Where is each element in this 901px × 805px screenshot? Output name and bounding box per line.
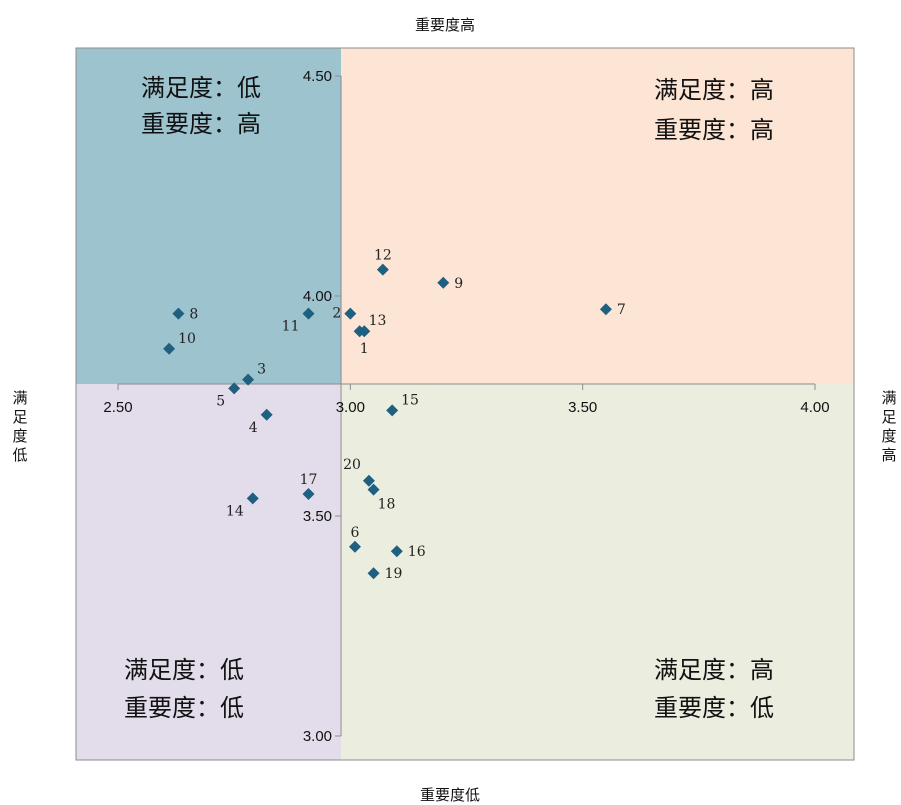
data-point-label: 15 — [401, 392, 419, 408]
y-tick-label: 3.50 — [303, 508, 332, 525]
data-point-label: 12 — [374, 248, 392, 264]
data-point-marker — [390, 545, 403, 558]
quadrant-top-left-background — [76, 48, 342, 384]
data-point-label: 5 — [216, 393, 225, 409]
data-point-marker — [376, 263, 389, 276]
data-point-marker — [348, 540, 361, 553]
plot-area-border — [75, 47, 855, 761]
data-point-label: 16 — [408, 544, 426, 560]
right-label-char: 满 — [881, 389, 896, 407]
data-point-label: 9 — [454, 276, 463, 292]
y-tick-label: 3.00 — [303, 728, 332, 745]
quadrant-labels: 满足度：低 重要度：高 满足度：高 重要度：高 满足度：低 重要度：低 满足度：… — [124, 74, 774, 722]
data-point-label: 11 — [282, 319, 300, 335]
right-label-char: 高 — [881, 446, 896, 464]
axes: 2.50 3.00 3.50 4.00 3.00 3.50 4.00 4.50 — [103, 68, 829, 745]
data-point-marker — [367, 483, 380, 496]
data-point-label: 6 — [351, 525, 360, 541]
y-tick-label: 4.50 — [303, 68, 332, 85]
data-point-label: 8 — [189, 307, 198, 323]
x-tick-label: 4.00 — [800, 399, 829, 416]
quadrant-label-bottom-left-line-1: 满足度：低 — [124, 656, 244, 684]
data-point-marker — [362, 474, 375, 487]
data-point-marker — [246, 492, 259, 505]
data-point-marker — [386, 404, 399, 417]
quadrant-label-top-right-line-1: 满足度：高 — [654, 76, 774, 104]
data-point-marker — [353, 325, 366, 338]
data-point-label: 4 — [249, 420, 258, 436]
right-label-char: 度 — [881, 427, 896, 445]
data-point-marker — [367, 567, 380, 580]
quadrant-bottom-right-background — [341, 384, 854, 760]
data-point-marker — [599, 303, 612, 316]
data-point-label: 7 — [617, 302, 626, 318]
left-label-char: 低 — [12, 446, 27, 464]
data-point-label: 13 — [369, 313, 387, 329]
left-label-char: 足 — [12, 408, 27, 426]
quadrant-label-bottom-left-line-2: 重要度：低 — [124, 694, 244, 722]
edge-label-bottom: 重要度低 — [420, 786, 480, 804]
y-axis-ticks: 3.00 3.50 4.00 4.50 — [303, 68, 342, 745]
quadrant-label-bottom-right-line-1: 满足度：高 — [654, 656, 774, 684]
data-point-label: 18 — [378, 497, 396, 513]
data-point-marker — [302, 488, 315, 500]
x-tick-label: 3.50 — [568, 399, 597, 416]
x-tick-label: 2.50 — [103, 399, 132, 416]
data-point-marker — [242, 373, 255, 386]
x-axis-ticks: 2.50 3.00 3.50 4.00 — [103, 384, 830, 416]
data-point-marker — [163, 342, 176, 355]
quadrant-label-top-left-line-2: 重要度：高 — [141, 110, 261, 138]
data-point-label: 20 — [343, 457, 361, 473]
data-point-label: 10 — [178, 331, 196, 347]
edge-label-top: 重要度高 — [415, 16, 475, 34]
data-point-marker — [302, 307, 315, 320]
data-point-marker — [344, 307, 357, 320]
quadrant-label-bottom-right-line-2: 重要度：低 — [654, 694, 774, 722]
quadrant-label-top-right-line-2: 重要度：高 — [654, 116, 774, 144]
data-point-marker — [172, 307, 185, 320]
left-label-char: 度 — [12, 427, 27, 445]
data-point-marker — [260, 408, 273, 421]
quadrant-label-top-left-line-1: 满足度：低 — [141, 74, 261, 102]
quadrant-top-right-background — [341, 48, 854, 384]
right-label-char: 足 — [881, 408, 896, 426]
x-tick-label: 3.00 — [336, 399, 365, 416]
data-point-label: 19 — [385, 566, 403, 582]
data-point-label: 17 — [300, 472, 318, 488]
left-label-char: 满 — [12, 389, 27, 407]
data-point-label: 14 — [226, 503, 244, 519]
quadrant-bottom-left-background — [76, 384, 342, 760]
data-point-label: 2 — [332, 306, 341, 322]
y-tick-label: 4.00 — [303, 288, 332, 305]
data-point-label: 1 — [360, 341, 369, 357]
data-point-marker — [437, 276, 450, 289]
data-point-marker — [228, 382, 241, 395]
data-point-label: 3 — [257, 362, 266, 378]
